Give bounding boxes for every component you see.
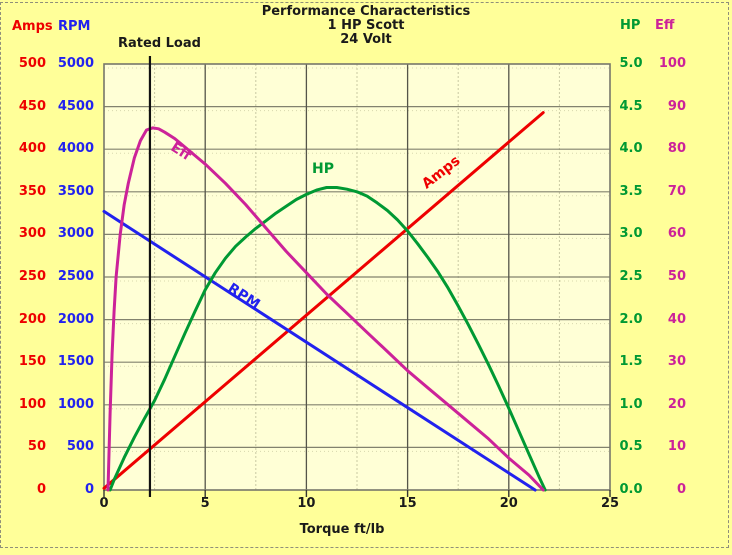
- chart-title-line-3: 24 Volt: [340, 32, 392, 47]
- plot-border: [103, 63, 611, 491]
- eff-scale-label: 80: [667, 141, 686, 157]
- hp-scale-label: 3.0: [619, 226, 643, 242]
- amps-scale-label: 100: [18, 396, 46, 412]
- x-axis-title: Torque ft/lb: [299, 522, 385, 537]
- eff-scale-label: 10: [667, 439, 686, 455]
- hp-scale-label: 4.5: [619, 98, 643, 114]
- chart-title-line-1: Performance Characteristics: [261, 4, 471, 19]
- hp-axis-header: HP: [620, 18, 641, 33]
- chart-title-line-2: 1 HP Scott: [327, 18, 405, 33]
- rpm-scale-label: 3000: [57, 226, 94, 242]
- eff-scale-label: 100: [658, 56, 686, 71]
- eff-scale-label: 0: [676, 482, 686, 497]
- hp-scale-label: 3.5: [619, 183, 643, 199]
- chart-title: Performance Characteristics 1 HP Scott 2…: [216, 5, 516, 47]
- amps-scale-label: 450: [18, 98, 46, 114]
- amps-axis-header: Amps: [12, 19, 53, 34]
- x-tick-label: 20: [499, 496, 518, 511]
- rated-load-label: Rated Load: [118, 36, 201, 51]
- eff-axis-header: Eff: [655, 18, 675, 33]
- hp-scale-label: 1.0: [619, 396, 643, 412]
- rpm-scale-label: 3500: [57, 183, 94, 199]
- hp-curve: [108, 186, 547, 492]
- amps-scale-label: 500: [18, 56, 46, 71]
- amps-scale-label: 150: [18, 354, 46, 370]
- amps-scale-label: 400: [18, 141, 46, 157]
- x-tick-label: 10: [297, 496, 316, 511]
- eff-scale-label: 70: [667, 183, 686, 199]
- hp-scale-label: 1.5: [619, 354, 643, 370]
- amps-scale-label: 0: [36, 482, 46, 497]
- rpm-scale-label: 0: [84, 482, 94, 497]
- hp-scale-label: 0.0: [619, 482, 643, 497]
- hp-scale-label: 2.0: [619, 311, 643, 327]
- x-tick-label: 25: [600, 496, 620, 511]
- rpm-scale-label: 500: [66, 439, 94, 455]
- rpm-curve: [102, 209, 537, 492]
- eff-scale-label: 40: [667, 311, 686, 327]
- amps-scale-label: 200: [18, 311, 46, 327]
- eff-scale-label: 20: [667, 396, 686, 412]
- eff-curve: [106, 126, 545, 492]
- hp-scale-label: 0.5: [619, 439, 643, 455]
- eff-scale-label: 30: [667, 354, 686, 370]
- rpm-scale-label: 4000: [57, 141, 94, 157]
- amps-curve: [102, 111, 545, 490]
- amps-scale-label: 250: [18, 269, 46, 284]
- rpm-axis-header: RPM: [58, 19, 91, 34]
- hp-scale-label: 4.0: [619, 141, 643, 157]
- x-tick-label: 15: [398, 496, 417, 511]
- amps-scale-label: 300: [18, 226, 46, 242]
- rpm-scale-label: 2000: [57, 311, 94, 327]
- rpm-scale-label: 1000: [57, 396, 94, 412]
- eff-scale-label: 90: [667, 98, 686, 114]
- rpm-scale-label: 4500: [57, 98, 94, 114]
- hp-scale-label: 2.5: [619, 269, 643, 284]
- rpm-scale-label: 5000: [57, 56, 94, 71]
- hp-scale-label: 5.0: [619, 56, 643, 71]
- x-tick-label: 0: [99, 496, 109, 511]
- hp-curve-label: HP: [312, 161, 334, 177]
- rpm-scale-label: 2500: [57, 269, 94, 284]
- amps-scale-label: 350: [18, 183, 46, 199]
- x-tick-label: 5: [200, 496, 210, 511]
- amps-scale-label: 50: [27, 439, 46, 455]
- eff-scale-label: 60: [667, 226, 686, 242]
- eff-scale-label: 50: [667, 269, 686, 284]
- rpm-scale-label: 1500: [57, 354, 94, 370]
